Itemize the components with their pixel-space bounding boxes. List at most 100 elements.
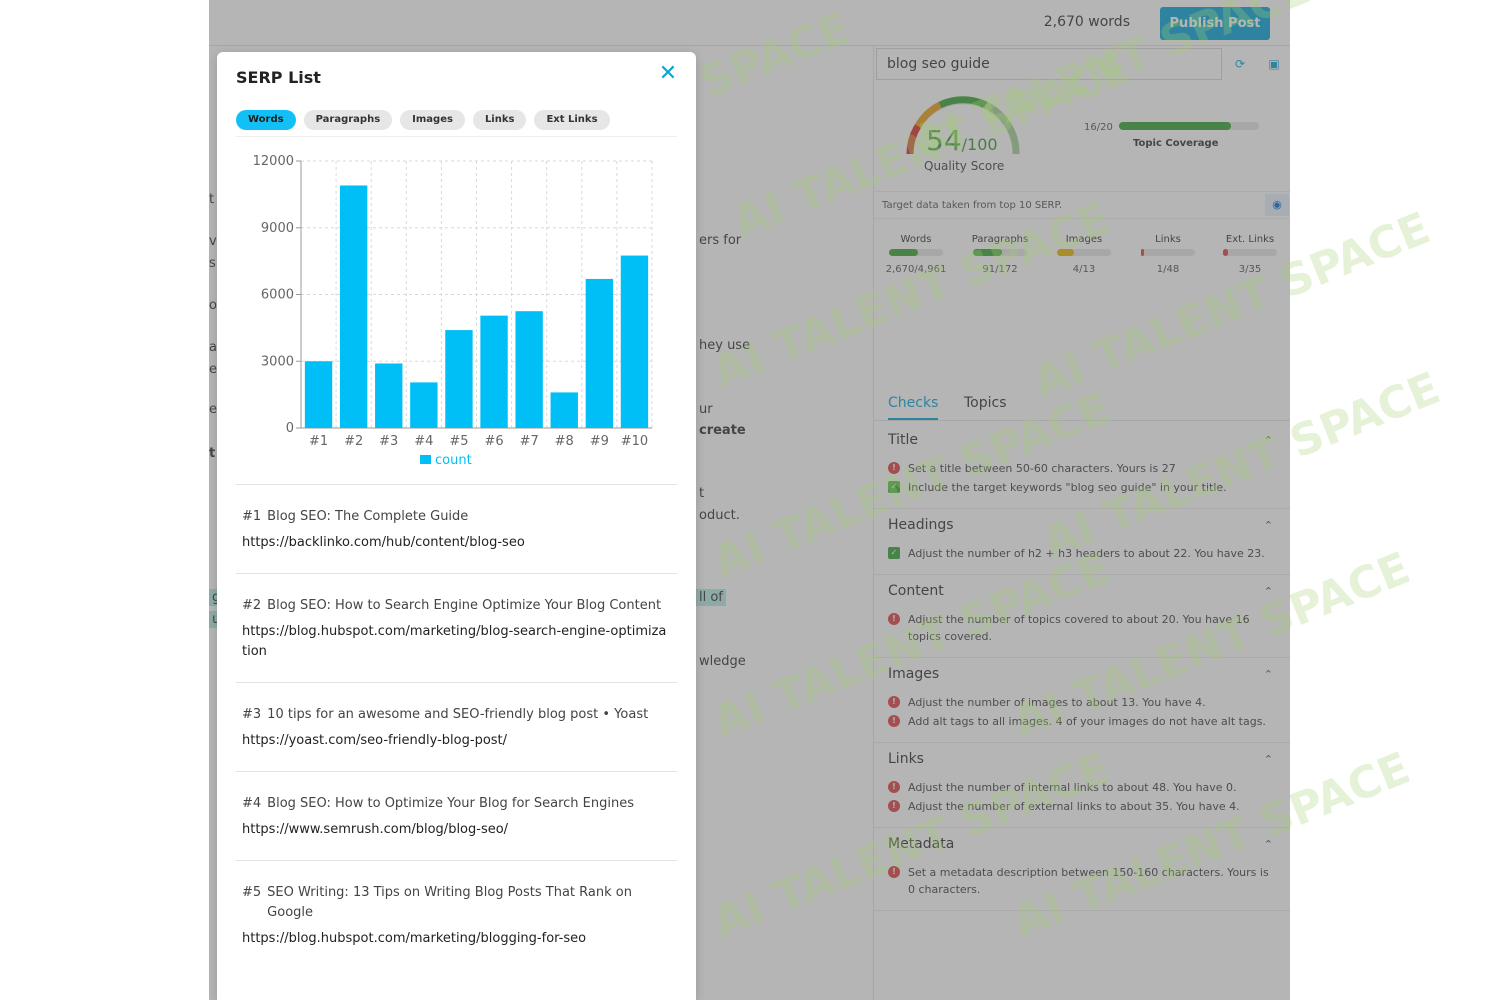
chevron-up-icon[interactable]: ⌃ — [1263, 434, 1273, 447]
chevron-up-icon[interactable]: ⌃ — [1263, 585, 1273, 598]
editor-text-fragment: e — [209, 402, 217, 417]
check-item: ! Adjust the number of external links to … — [888, 798, 1277, 815]
editor-text-fragment: t — [209, 192, 215, 207]
tab-words[interactable]: Words — [236, 110, 296, 130]
section-title[interactable]: Images — [888, 666, 940, 682]
check-text: Include the target keywords "blog seo gu… — [908, 481, 1227, 494]
quality-score-gauge — [906, 96, 1020, 155]
check-error-icon: ! — [888, 800, 900, 812]
serp-result-url[interactable]: https://blog.hubspot.com/marketing/blogg… — [242, 931, 587, 946]
serp-result-url[interactable]: https://yoast.com/seo-friendly-blog-post… — [242, 733, 508, 748]
editor-text-fragment: t — [209, 446, 216, 461]
optimization-panel: ⟳ ▣ 54/100 Quality Score 16/20 Topic Cov… — [873, 46, 1290, 1000]
metric-value: 3/35 — [1238, 264, 1262, 275]
serp-rank: #1 — [242, 509, 262, 524]
tab-topics[interactable]: Topics — [964, 395, 1007, 411]
metric-bar — [1223, 249, 1277, 256]
check-text: Set a metadata description between 150-1… — [908, 866, 1269, 896]
editor-highlight-fragment: ll of — [696, 589, 726, 606]
editor-text-fragment: a — [209, 340, 217, 355]
editor-text-fragment: e — [209, 362, 217, 377]
bar-10 — [620, 255, 649, 428]
serp-result-item[interactable]: #4 Blog SEO: How to Optimize Your Blog fo… — [236, 771, 677, 860]
section-title[interactable]: Content — [888, 583, 944, 599]
x-tick-label: #5 — [449, 434, 468, 449]
y-tick-label: 9000 — [261, 221, 294, 236]
topic-coverage-label: Topic Coverage — [1133, 138, 1219, 149]
section-title[interactable]: Title — [888, 432, 919, 448]
x-tick-label: #3 — [379, 434, 398, 449]
chevron-up-icon[interactable]: ⌃ — [1263, 838, 1273, 851]
metric-value: 2,670/4,961 — [885, 264, 947, 275]
metric-images: Images 4/13 — [1042, 234, 1126, 275]
bar-8 — [550, 392, 578, 428]
chevron-up-icon[interactable]: ⌃ — [1263, 519, 1273, 532]
section-title[interactable]: Metadata — [888, 836, 955, 852]
metric-bar-fill — [1141, 249, 1145, 256]
serp-rank: #3 — [242, 707, 262, 722]
tabs-divider — [236, 136, 677, 137]
quality-score-label: Quality Score — [924, 159, 1005, 173]
check-item: ✓ Include the target keywords "blog seo g… — [888, 479, 1277, 496]
serp-result-title: #5 SEO Writing: 13 Tips on Writing Blog P… — [242, 883, 671, 923]
check-item: ! Set a metadata description between 150-… — [888, 864, 1277, 898]
tab-ext-links[interactable]: Ext Links — [534, 110, 610, 130]
metric-bar-fill — [1223, 249, 1228, 256]
metric-ext-links: Ext. Links 3/35 — [1208, 234, 1290, 275]
metric-tabs: Words Paragraphs Images Links Ext Links — [236, 110, 610, 130]
tab-links[interactable]: Links — [472, 110, 527, 130]
tab-paragraphs[interactable]: Paragraphs — [303, 110, 393, 130]
metric-bar-fill — [889, 249, 919, 256]
tab-checks[interactable]: Checks — [888, 395, 939, 420]
panel-tabs: Checks Topics — [874, 391, 1290, 421]
x-tick-label: #7 — [520, 434, 539, 449]
editor-text-fragment: t — [699, 486, 705, 501]
serp-result-item[interactable]: #1 Blog SEO: The Complete Guide https://ba… — [236, 484, 677, 573]
topic-coverage-fill — [1119, 122, 1231, 130]
y-tick-label: 3000 — [261, 354, 294, 369]
tab-images[interactable]: Images — [400, 110, 465, 130]
x-tick-label: #4 — [414, 434, 433, 449]
check-error-icon: ! — [888, 696, 900, 708]
editor-text-fragment: s — [209, 256, 216, 271]
serp-result-item[interactable]: #5 SEO Writing: 13 Tips on Writing Blog P… — [236, 860, 677, 969]
serp-rank: #4 — [242, 796, 262, 811]
bar-2 — [339, 185, 368, 428]
editor-text-fragment: ers for — [699, 233, 742, 248]
eye-icon[interactable]: ◉ — [1265, 194, 1289, 216]
check-item: ! Adjust the number of topics covered to … — [888, 611, 1277, 645]
metric-bar-fill — [1057, 249, 1074, 256]
target-keyword-input[interactable] — [876, 48, 1222, 80]
serp-results-list: #1 Blog SEO: The Complete Guide https://ba… — [236, 484, 677, 969]
bar-5 — [445, 330, 473, 428]
section-title[interactable]: Headings — [888, 517, 954, 533]
layout-toggle-icon[interactable]: ▣ — [1268, 57, 1280, 71]
serp-result-url[interactable]: https://backlinko.com/hub/content/blog-s… — [242, 535, 525, 550]
target-data-row: Target data taken from top 10 SERP. ◉ — [874, 191, 1290, 219]
chevron-up-icon[interactable]: ⌃ — [1263, 668, 1273, 681]
publish-post-button[interactable]: Publish Post — [1160, 7, 1270, 40]
serp-result-url[interactable]: https://www.semrush.com/blog/blog-seo/ — [242, 822, 509, 837]
check-text: Set a title between 50-60 characters. Yo… — [908, 462, 1176, 475]
section-title[interactable]: Links — [888, 751, 924, 767]
serp-result-item[interactable]: #2 Blog SEO: How to Search Engine Optimiz… — [236, 573, 677, 682]
top-bar: 2,670 words Publish Post — [209, 0, 1290, 46]
check-section-headings: Headings ⌃ ✓ Adjust the number of h2 + h3 h… — [874, 509, 1290, 575]
topic-coverage-count: 16/20 — [1084, 122, 1113, 133]
bar-9 — [585, 278, 614, 428]
refresh-icon[interactable]: ⟳ — [1234, 57, 1246, 71]
editor-text-fragment: hey use — [699, 338, 751, 353]
check-section-content: Content ⌃ ! Adjust the number of topics cov… — [874, 575, 1290, 658]
metric-bar-fill — [973, 249, 1002, 256]
close-icon[interactable]: ✕ — [658, 61, 678, 86]
chevron-up-icon[interactable]: ⌃ — [1263, 753, 1273, 766]
modal-title: SERP List — [236, 68, 321, 87]
check-item: ! Set a title between 50-60 characters. Y… — [888, 460, 1277, 477]
serp-result-url[interactable]: https://blog.hubspot.com/marketing/blog-… — [242, 624, 667, 659]
check-ok-icon: ✓ — [888, 481, 900, 493]
bar-4 — [410, 382, 438, 428]
legend-label: count — [435, 453, 472, 468]
serp-result-item[interactable]: #3 10 tips for an awesome and SEO-friendl… — [236, 682, 677, 771]
metric-bar — [973, 249, 1027, 256]
metric-label: Links — [1155, 234, 1181, 245]
